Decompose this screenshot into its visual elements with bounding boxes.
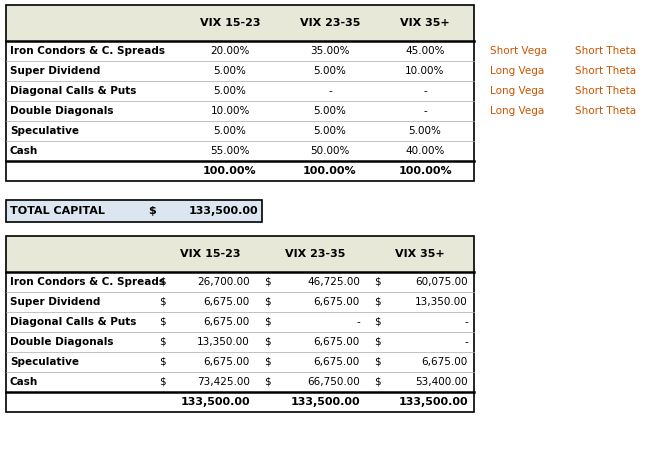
Text: 53,400.00: 53,400.00 — [415, 377, 468, 387]
Text: 35.00%: 35.00% — [310, 46, 350, 56]
Text: Cash: Cash — [10, 146, 38, 156]
Text: Speculative: Speculative — [10, 357, 79, 367]
Bar — [6, 200, 262, 222]
Text: 133,500.00: 133,500.00 — [291, 397, 360, 407]
Text: Short Theta: Short Theta — [575, 86, 636, 96]
Text: $: $ — [159, 357, 166, 367]
Text: $: $ — [159, 317, 166, 327]
Text: 10.00%: 10.00% — [405, 66, 445, 76]
Text: 100.00%: 100.00% — [303, 166, 357, 176]
Text: 60,075.00: 60,075.00 — [415, 277, 468, 287]
Text: Iron Condors & C. Spreads: Iron Condors & C. Spreads — [10, 277, 165, 287]
Text: Long Vega: Long Vega — [490, 86, 544, 96]
Text: $: $ — [374, 357, 380, 367]
Text: 5.00%: 5.00% — [313, 66, 346, 76]
Text: Short Theta: Short Theta — [575, 46, 636, 56]
Bar — [6, 5, 474, 181]
Text: -: - — [423, 106, 427, 116]
Text: TOTAL CAPITAL: TOTAL CAPITAL — [10, 206, 105, 216]
Text: $: $ — [264, 377, 270, 387]
Text: $: $ — [374, 297, 380, 307]
Text: 5.00%: 5.00% — [313, 126, 346, 136]
Text: 5.00%: 5.00% — [213, 86, 246, 96]
Bar — [6, 236, 474, 272]
Text: $: $ — [159, 297, 166, 307]
Bar — [6, 236, 474, 412]
Text: 46,725.00: 46,725.00 — [307, 277, 360, 287]
Text: $: $ — [159, 377, 166, 387]
Text: -: - — [464, 337, 468, 347]
Text: 73,425.00: 73,425.00 — [197, 377, 250, 387]
Text: 100.00%: 100.00% — [398, 166, 452, 176]
Text: $: $ — [374, 317, 380, 327]
Text: $: $ — [264, 337, 270, 347]
Text: 5.00%: 5.00% — [313, 106, 346, 116]
Text: $: $ — [148, 206, 156, 216]
Text: Super Dividend: Super Dividend — [10, 66, 101, 76]
Text: $: $ — [374, 277, 380, 287]
Text: 133,500.00: 133,500.00 — [189, 206, 258, 216]
Text: 100.00%: 100.00% — [203, 166, 257, 176]
Text: 6,675.00: 6,675.00 — [204, 357, 250, 367]
Text: 26,700.00: 26,700.00 — [197, 277, 250, 287]
Text: 5.00%: 5.00% — [409, 126, 442, 136]
Text: -: - — [464, 317, 468, 327]
Text: 6,675.00: 6,675.00 — [314, 357, 360, 367]
Text: 40.00%: 40.00% — [405, 146, 445, 156]
Text: 133,500.00: 133,500.00 — [180, 397, 250, 407]
Text: Cash: Cash — [10, 377, 38, 387]
Text: 6,675.00: 6,675.00 — [204, 317, 250, 327]
Text: 13,350.00: 13,350.00 — [415, 297, 468, 307]
Text: 13,350.00: 13,350.00 — [197, 337, 250, 347]
Text: 6,675.00: 6,675.00 — [314, 297, 360, 307]
Text: -: - — [423, 86, 427, 96]
Text: $: $ — [374, 377, 380, 387]
Text: 5.00%: 5.00% — [213, 66, 246, 76]
Text: 6,675.00: 6,675.00 — [422, 357, 468, 367]
Text: Iron Condors & C. Spreads: Iron Condors & C. Spreads — [10, 46, 165, 56]
Text: -: - — [356, 317, 360, 327]
Text: Short Theta: Short Theta — [575, 66, 636, 76]
Text: VIX 35+: VIX 35+ — [400, 18, 450, 28]
Text: VIX 23-35: VIX 23-35 — [300, 18, 360, 28]
Text: $: $ — [264, 357, 270, 367]
Text: Diagonal Calls & Puts: Diagonal Calls & Puts — [10, 86, 136, 96]
Text: 55.00%: 55.00% — [210, 146, 250, 156]
Text: $: $ — [264, 277, 270, 287]
Text: 133,500.00: 133,500.00 — [399, 397, 468, 407]
Bar — [6, 5, 474, 41]
Text: $: $ — [264, 297, 270, 307]
Text: Short Vega: Short Vega — [490, 46, 547, 56]
Text: 20.00%: 20.00% — [210, 46, 250, 56]
Text: VIX 15-23: VIX 15-23 — [200, 18, 260, 28]
Text: 66,750.00: 66,750.00 — [307, 377, 360, 387]
Text: Diagonal Calls & Puts: Diagonal Calls & Puts — [10, 317, 136, 327]
Text: $: $ — [159, 277, 166, 287]
Text: 45.00%: 45.00% — [405, 46, 445, 56]
Text: $: $ — [374, 337, 380, 347]
Text: Long Vega: Long Vega — [490, 106, 544, 116]
Text: 10.00%: 10.00% — [210, 106, 250, 116]
Text: 5.00%: 5.00% — [213, 126, 246, 136]
Text: Double Diagonals: Double Diagonals — [10, 106, 113, 116]
Text: 50.00%: 50.00% — [310, 146, 350, 156]
Text: -: - — [328, 86, 332, 96]
Text: Short Theta: Short Theta — [575, 106, 636, 116]
Text: Long Vega: Long Vega — [490, 66, 544, 76]
Text: Double Diagonals: Double Diagonals — [10, 337, 113, 347]
Text: 6,675.00: 6,675.00 — [314, 337, 360, 347]
Text: VIX 23-35: VIX 23-35 — [285, 249, 345, 259]
Text: $: $ — [264, 317, 270, 327]
Text: $: $ — [159, 337, 166, 347]
Text: 6,675.00: 6,675.00 — [204, 297, 250, 307]
Text: Super Dividend: Super Dividend — [10, 297, 101, 307]
Text: VIX 35+: VIX 35+ — [395, 249, 445, 259]
Text: Speculative: Speculative — [10, 126, 79, 136]
Text: VIX 15-23: VIX 15-23 — [180, 249, 240, 259]
